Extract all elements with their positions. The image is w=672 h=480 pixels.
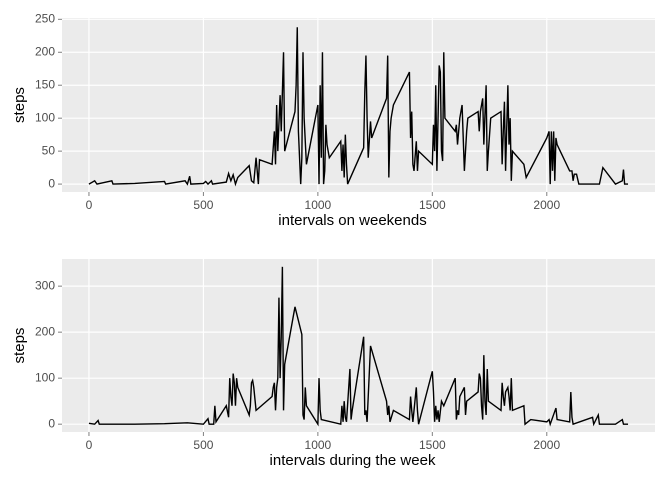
x-tick-label: 500: [193, 198, 213, 212]
x-tick-label: 1500: [419, 438, 446, 452]
y-axis-title: steps: [11, 87, 28, 123]
y-tick-label: 0: [48, 176, 55, 190]
y-axis-title: steps: [11, 328, 28, 364]
x-tick-label: 1000: [305, 438, 332, 452]
y-tick-label: 250: [35, 11, 55, 25]
x-tick-label: 2000: [533, 198, 560, 212]
y-tick-label: 300: [35, 278, 55, 292]
data-line: [88, 27, 629, 187]
y-tick-label: 0: [48, 416, 55, 430]
x-tick-label: 1500: [419, 198, 446, 212]
x-tick-label: 0: [86, 198, 93, 212]
y-tick-label: 100: [35, 110, 55, 124]
y-tick-label: 50: [42, 143, 56, 157]
y-tick-label: 150: [35, 77, 55, 91]
data-line: [88, 266, 629, 427]
x-tick-label: 2000: [533, 438, 560, 452]
y-tick-label: 100: [35, 370, 55, 384]
x-tick-label: 500: [193, 438, 213, 452]
y-tick-label: 200: [35, 324, 55, 338]
x-tick-label: 1000: [305, 198, 332, 212]
plot-background: [62, 259, 655, 432]
x-tick-label: 0: [86, 438, 93, 452]
x-axis-title: intervals on weekends: [278, 212, 426, 229]
x-axis-title: intervals during the week: [270, 452, 436, 469]
plot-background: [62, 18, 655, 192]
y-tick-label: 200: [35, 44, 55, 58]
